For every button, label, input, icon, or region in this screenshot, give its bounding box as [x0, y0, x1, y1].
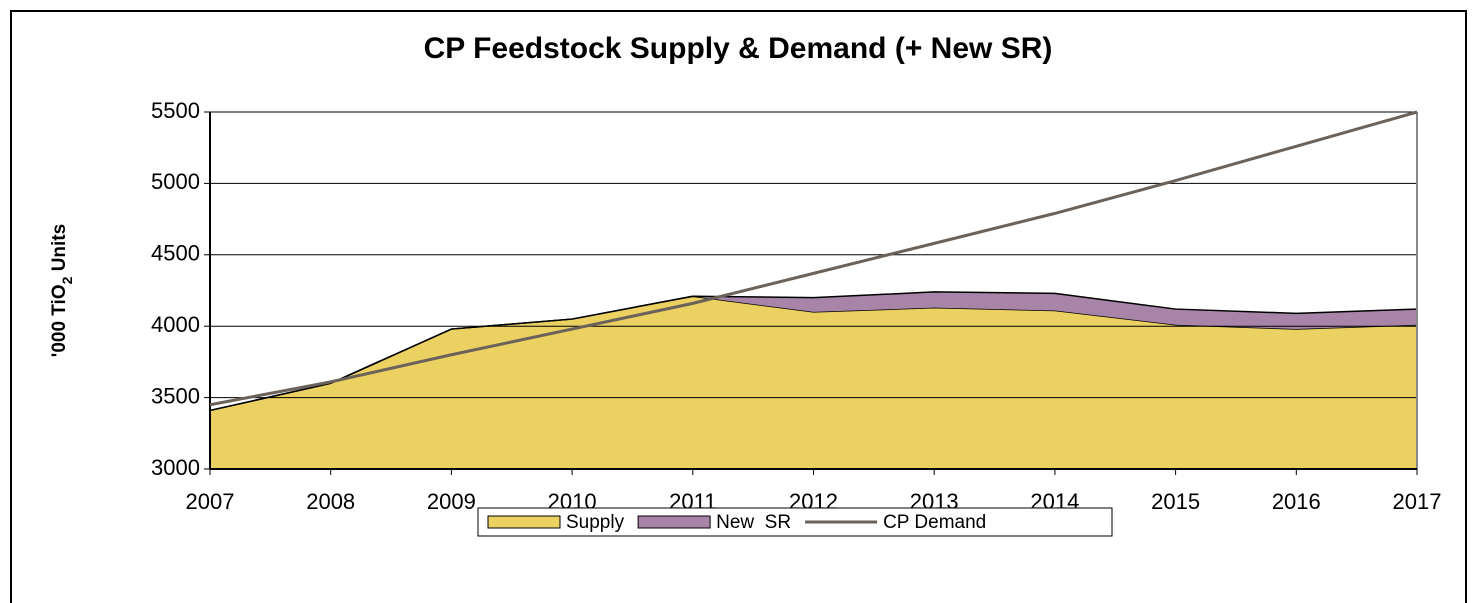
area-edge	[209, 291, 1418, 412]
line	[209, 110, 1418, 407]
x-tick-label: 2009	[427, 489, 476, 514]
y-tick-label: 5000	[151, 169, 200, 194]
legend-label: New SR	[716, 512, 791, 533]
x-tick-label: 2017	[1393, 489, 1442, 514]
chart-frame	[10, 10, 1467, 603]
legend-box	[477, 507, 1113, 537]
area	[210, 296, 1417, 469]
x-tick-label: 2008	[306, 489, 355, 514]
y-tick-label: 3500	[151, 383, 200, 408]
y-tick-label: 5500	[151, 98, 200, 123]
y-axis-label-part: '000 TiO	[49, 284, 70, 357]
legend-label: CP Demand	[883, 512, 986, 533]
x-tick-label: 2007	[186, 489, 235, 514]
y-axis-label-part: 2	[59, 276, 75, 284]
legend-swatch	[637, 515, 711, 529]
x-tick-label: 2016	[1272, 489, 1321, 514]
y-tick-label: 4500	[151, 241, 200, 266]
y-tick-label: 3000	[151, 455, 200, 480]
legend-label: Supply	[566, 512, 625, 533]
y-axis-label-part: Units	[49, 224, 70, 277]
y-axis-label: '000 TiO2 Units	[49, 224, 75, 357]
x-tick-label: 2015	[1151, 489, 1200, 514]
chart-title: CP Feedstock Supply & Demand (+ New SR)	[424, 32, 1053, 65]
legend-swatch	[487, 515, 561, 529]
y-tick-label: 4000	[151, 312, 200, 337]
